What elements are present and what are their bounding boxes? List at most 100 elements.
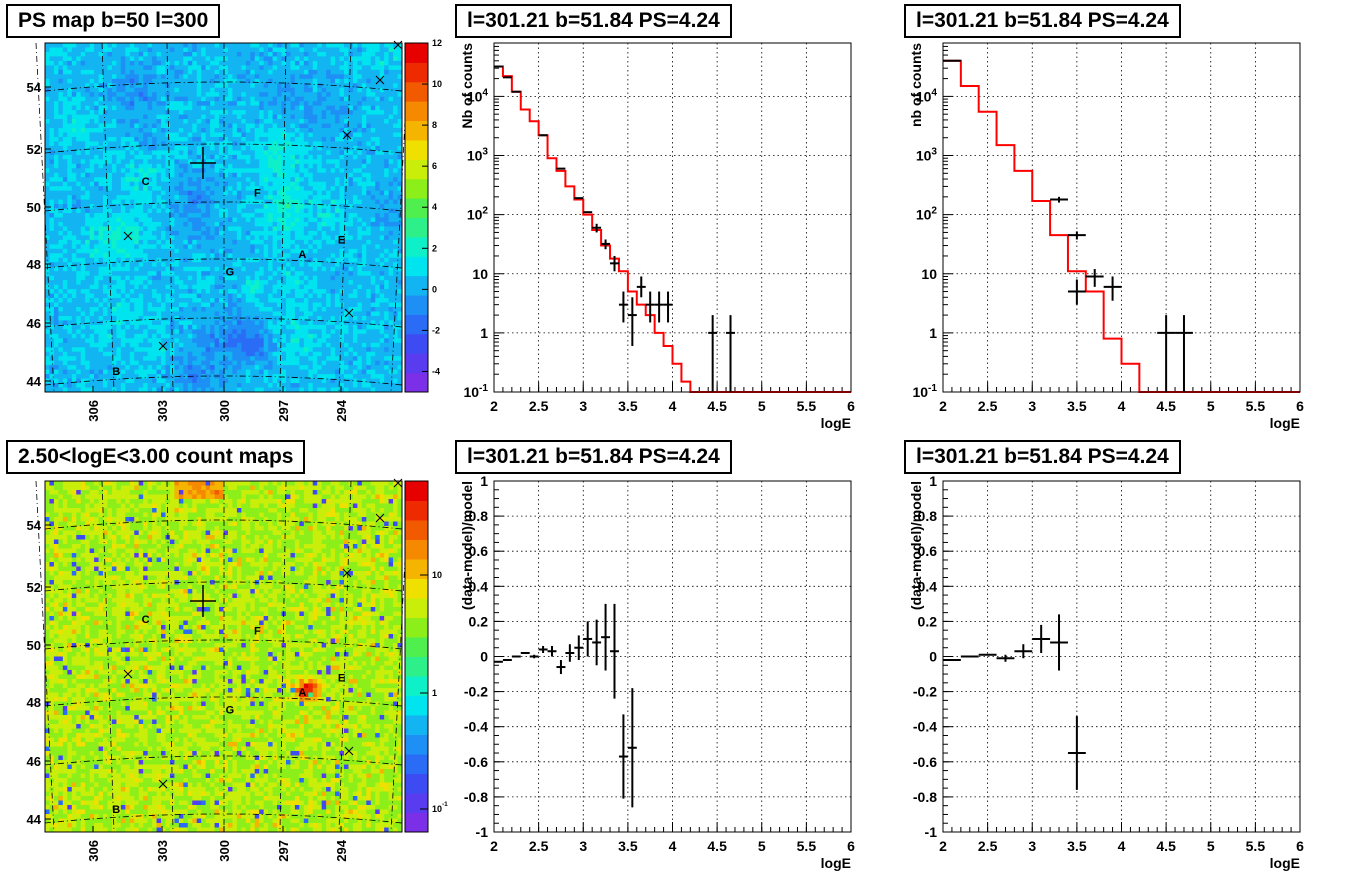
ps_map-pixel <box>263 213 269 218</box>
ps_map-pixel <box>143 114 149 120</box>
ps_map-pixel <box>352 114 358 120</box>
ps_map-pixel <box>393 69 398 75</box>
ps_map-pixel <box>205 65 211 71</box>
ps_map-pixel <box>147 101 153 107</box>
ps_map-pixel <box>116 257 122 263</box>
ps_map-pixel <box>299 248 305 254</box>
ps_map-pixel <box>58 320 64 326</box>
ps_map-pixel <box>343 119 349 124</box>
ps_map-pixel <box>210 65 215 71</box>
ps_map-pixel <box>125 235 131 241</box>
ps_map-pixel <box>147 302 153 308</box>
ps_map-pixel <box>174 298 180 303</box>
ps_map-pixel <box>210 204 215 209</box>
ps_map-pixel <box>152 230 157 236</box>
ps_map-pixel <box>134 150 140 156</box>
ps_map-pixel <box>152 65 157 71</box>
ps_map-pixel <box>94 110 99 115</box>
ps_map-pixel <box>165 56 171 62</box>
ps_map-pixel <box>299 141 305 147</box>
ps_map-pixel <box>120 226 126 232</box>
ps_map-pixel <box>290 101 296 107</box>
ps_map-pixel <box>134 239 140 245</box>
ps_map-pixel <box>272 136 278 142</box>
ps_map-pixel <box>116 221 122 227</box>
ps_map-pixel <box>183 293 189 299</box>
ps_map-pixel <box>192 280 198 286</box>
ps_map-pixel <box>58 172 64 178</box>
ps_map-pixel <box>67 65 73 71</box>
ps_map-pixel <box>290 159 296 165</box>
ps_map-pixel <box>335 141 340 147</box>
ps_map-pixel <box>94 56 99 62</box>
ps_map-pixel <box>352 221 358 227</box>
ps_map-pixel <box>156 69 162 75</box>
ps_map-pixel <box>134 168 140 174</box>
ps_map-pixel <box>138 306 144 312</box>
ps_map-pixel <box>272 141 278 147</box>
ps_map-pixel <box>250 289 256 294</box>
ps_map-pixel <box>116 320 122 326</box>
ps_map-pixel <box>143 271 149 277</box>
ps_map-pixel <box>94 253 99 259</box>
ps_map-pixel <box>384 213 390 218</box>
ps_map-pixel <box>223 226 229 232</box>
ps_map-pixel <box>366 172 372 178</box>
ps_map-pixel <box>169 163 175 169</box>
ps_map-pixel <box>103 262 108 268</box>
ps_map-pixel <box>299 208 305 214</box>
ps_map-pixel <box>263 128 269 133</box>
ps_map-pixel <box>53 235 59 241</box>
ps_map-pixel <box>357 298 363 303</box>
ps_map-pixel <box>223 172 229 178</box>
ps_map-pixel <box>120 74 126 80</box>
ps_map-pixel <box>321 248 327 254</box>
ps_map-pixel <box>161 60 166 66</box>
ps_map-pixel <box>232 302 238 308</box>
ps_map-pixel <box>393 235 398 241</box>
ps_map-pixel <box>165 275 171 281</box>
ps_map-pixel <box>156 195 162 200</box>
ps_map-pixel <box>49 172 55 178</box>
ps_map-pixel <box>352 65 358 71</box>
ps_map-pixel <box>366 226 372 232</box>
ps_map-pixel <box>147 306 153 312</box>
ps_map-pixel <box>379 271 385 277</box>
ps_map-pixel <box>330 213 336 218</box>
ps_map-pixel <box>205 226 211 232</box>
ps_map-pixel <box>379 105 385 111</box>
ps_map-pixel <box>366 311 372 317</box>
ps_map-pixel <box>183 78 189 84</box>
ps_map-pixel <box>134 208 140 214</box>
ps_map-pixel <box>98 262 104 268</box>
ps_map-pixel <box>245 83 251 89</box>
ps_map-pixel <box>107 199 113 205</box>
ps_map-pixel <box>250 230 256 236</box>
ps_map-pixel <box>370 280 376 286</box>
ps_map-pixel <box>361 87 367 93</box>
ps_map-pixel <box>161 101 166 107</box>
ps_map-pixel <box>201 226 207 232</box>
ps_map-pixel <box>339 311 345 317</box>
ps_map-pixel <box>223 159 229 165</box>
ps_map-pixel <box>375 204 381 209</box>
ps_map-pixel <box>165 315 171 321</box>
ps_map-pixel <box>357 83 363 89</box>
ps_map-pixel <box>103 271 108 277</box>
ps_map-pixel <box>205 123 211 129</box>
ps_map-pixel <box>299 190 305 196</box>
ps_map-pixel <box>219 244 224 250</box>
ps_map-pixel <box>241 119 247 124</box>
ps_map-pixel <box>254 172 260 178</box>
ps_map-pixel <box>205 320 211 326</box>
ps_map-pixel <box>107 132 113 138</box>
ps_map-pixel <box>196 114 202 120</box>
ps_map-pixel <box>326 239 331 245</box>
ps_map-pixel <box>263 145 269 151</box>
ps_map-pixel <box>375 302 381 308</box>
ps_map-pixel <box>205 230 211 236</box>
ps_map-pixel <box>290 186 296 192</box>
ps_map-pixel <box>245 181 251 187</box>
ps_map-pixel <box>352 244 358 250</box>
ps_map-pixel <box>370 101 376 107</box>
